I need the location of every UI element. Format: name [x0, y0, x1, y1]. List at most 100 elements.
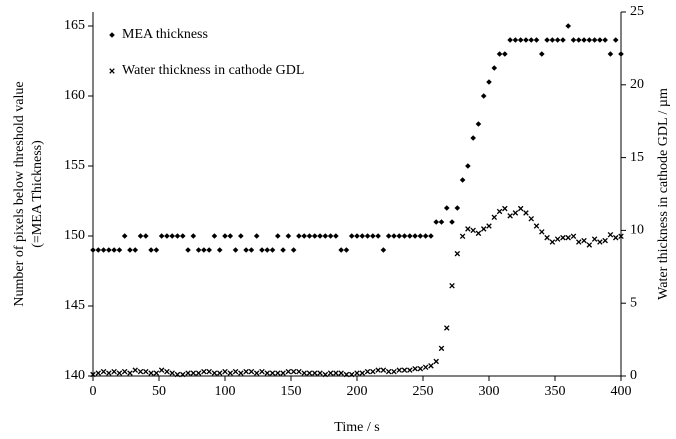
point	[570, 37, 577, 43]
point-stroke	[190, 370, 197, 376]
point-stroke	[528, 215, 534, 222]
point	[232, 247, 239, 253]
y-tick-label: 150	[64, 228, 85, 243]
x-tick-label: 100	[215, 384, 236, 399]
point-stroke	[253, 370, 260, 376]
point	[301, 370, 307, 376]
x-tick-label: 400	[611, 384, 632, 399]
x-axis-label: Time / s	[334, 420, 379, 435]
point	[306, 233, 313, 239]
point-stroke	[570, 233, 577, 239]
point	[586, 37, 593, 43]
point	[385, 368, 392, 375]
point	[486, 223, 492, 229]
point	[591, 37, 598, 43]
point-stroke	[597, 239, 603, 245]
point	[201, 368, 207, 375]
point-stroke	[565, 234, 571, 241]
x-tick-label: 250	[413, 384, 434, 399]
point	[401, 233, 408, 239]
point	[549, 239, 556, 245]
point-stroke	[370, 368, 376, 375]
point	[100, 247, 107, 253]
point	[333, 233, 339, 239]
point-stroke	[401, 367, 408, 373]
point	[95, 370, 102, 376]
point-stroke	[586, 242, 593, 248]
y-axis-label: Number of pixels below threshold value	[12, 81, 27, 306]
y2-tick-label: 25	[630, 4, 644, 19]
point	[443, 205, 450, 211]
point-stroke	[412, 365, 418, 372]
point	[544, 234, 550, 241]
point	[333, 370, 339, 376]
point-stroke	[164, 368, 170, 375]
point-stroke	[480, 226, 487, 232]
point	[243, 368, 249, 375]
point-stroke	[201, 368, 207, 375]
y2-tick-label: 10	[630, 223, 644, 238]
point	[206, 368, 212, 375]
point	[180, 371, 186, 378]
point-stroke	[180, 371, 186, 378]
point	[185, 370, 191, 376]
point-stroke	[280, 370, 286, 376]
point	[327, 233, 334, 239]
point-stroke	[523, 210, 529, 216]
point	[375, 233, 381, 239]
point	[507, 213, 513, 219]
point	[158, 233, 165, 239]
point	[496, 208, 503, 215]
point-stroke	[375, 367, 381, 373]
y-tick-label: 165	[64, 18, 85, 33]
point-stroke	[290, 368, 297, 375]
point	[433, 358, 439, 365]
point-stroke	[433, 358, 439, 365]
point	[143, 368, 149, 375]
point	[554, 236, 561, 242]
point	[106, 247, 112, 253]
point	[253, 233, 260, 239]
point	[544, 37, 550, 43]
point-stroke	[391, 368, 397, 375]
point	[407, 367, 413, 373]
point-stroke	[607, 232, 614, 238]
legend-marker	[109, 32, 115, 38]
point	[306, 370, 313, 376]
point	[216, 247, 223, 253]
point-stroke	[364, 368, 371, 375]
point	[343, 247, 350, 253]
point	[148, 370, 154, 376]
point	[90, 371, 96, 378]
point-stroke	[407, 367, 413, 373]
legend-label: Water thickness in cathode GDL	[122, 63, 304, 78]
point	[227, 233, 234, 239]
point	[232, 368, 239, 375]
point	[470, 135, 476, 141]
point	[533, 223, 540, 229]
point-stroke	[174, 371, 181, 378]
point	[507, 37, 513, 43]
point-stroke	[470, 227, 476, 234]
point-stroke	[581, 237, 587, 244]
point	[528, 37, 535, 43]
point	[401, 367, 408, 373]
point	[132, 247, 139, 253]
point-stroke	[109, 68, 115, 74]
point-stroke	[560, 234, 566, 241]
point	[116, 247, 123, 253]
point-stroke	[327, 370, 334, 376]
point	[285, 233, 292, 239]
point	[539, 51, 545, 57]
point	[264, 247, 271, 253]
point	[581, 237, 587, 244]
point-stroke	[486, 223, 492, 229]
point-stroke	[296, 368, 302, 375]
point	[475, 230, 482, 237]
y2-tick-label: 5	[630, 295, 637, 310]
point-stroke	[106, 370, 112, 376]
point	[127, 370, 133, 376]
point-stroke	[148, 370, 154, 376]
point-stroke	[396, 367, 402, 373]
